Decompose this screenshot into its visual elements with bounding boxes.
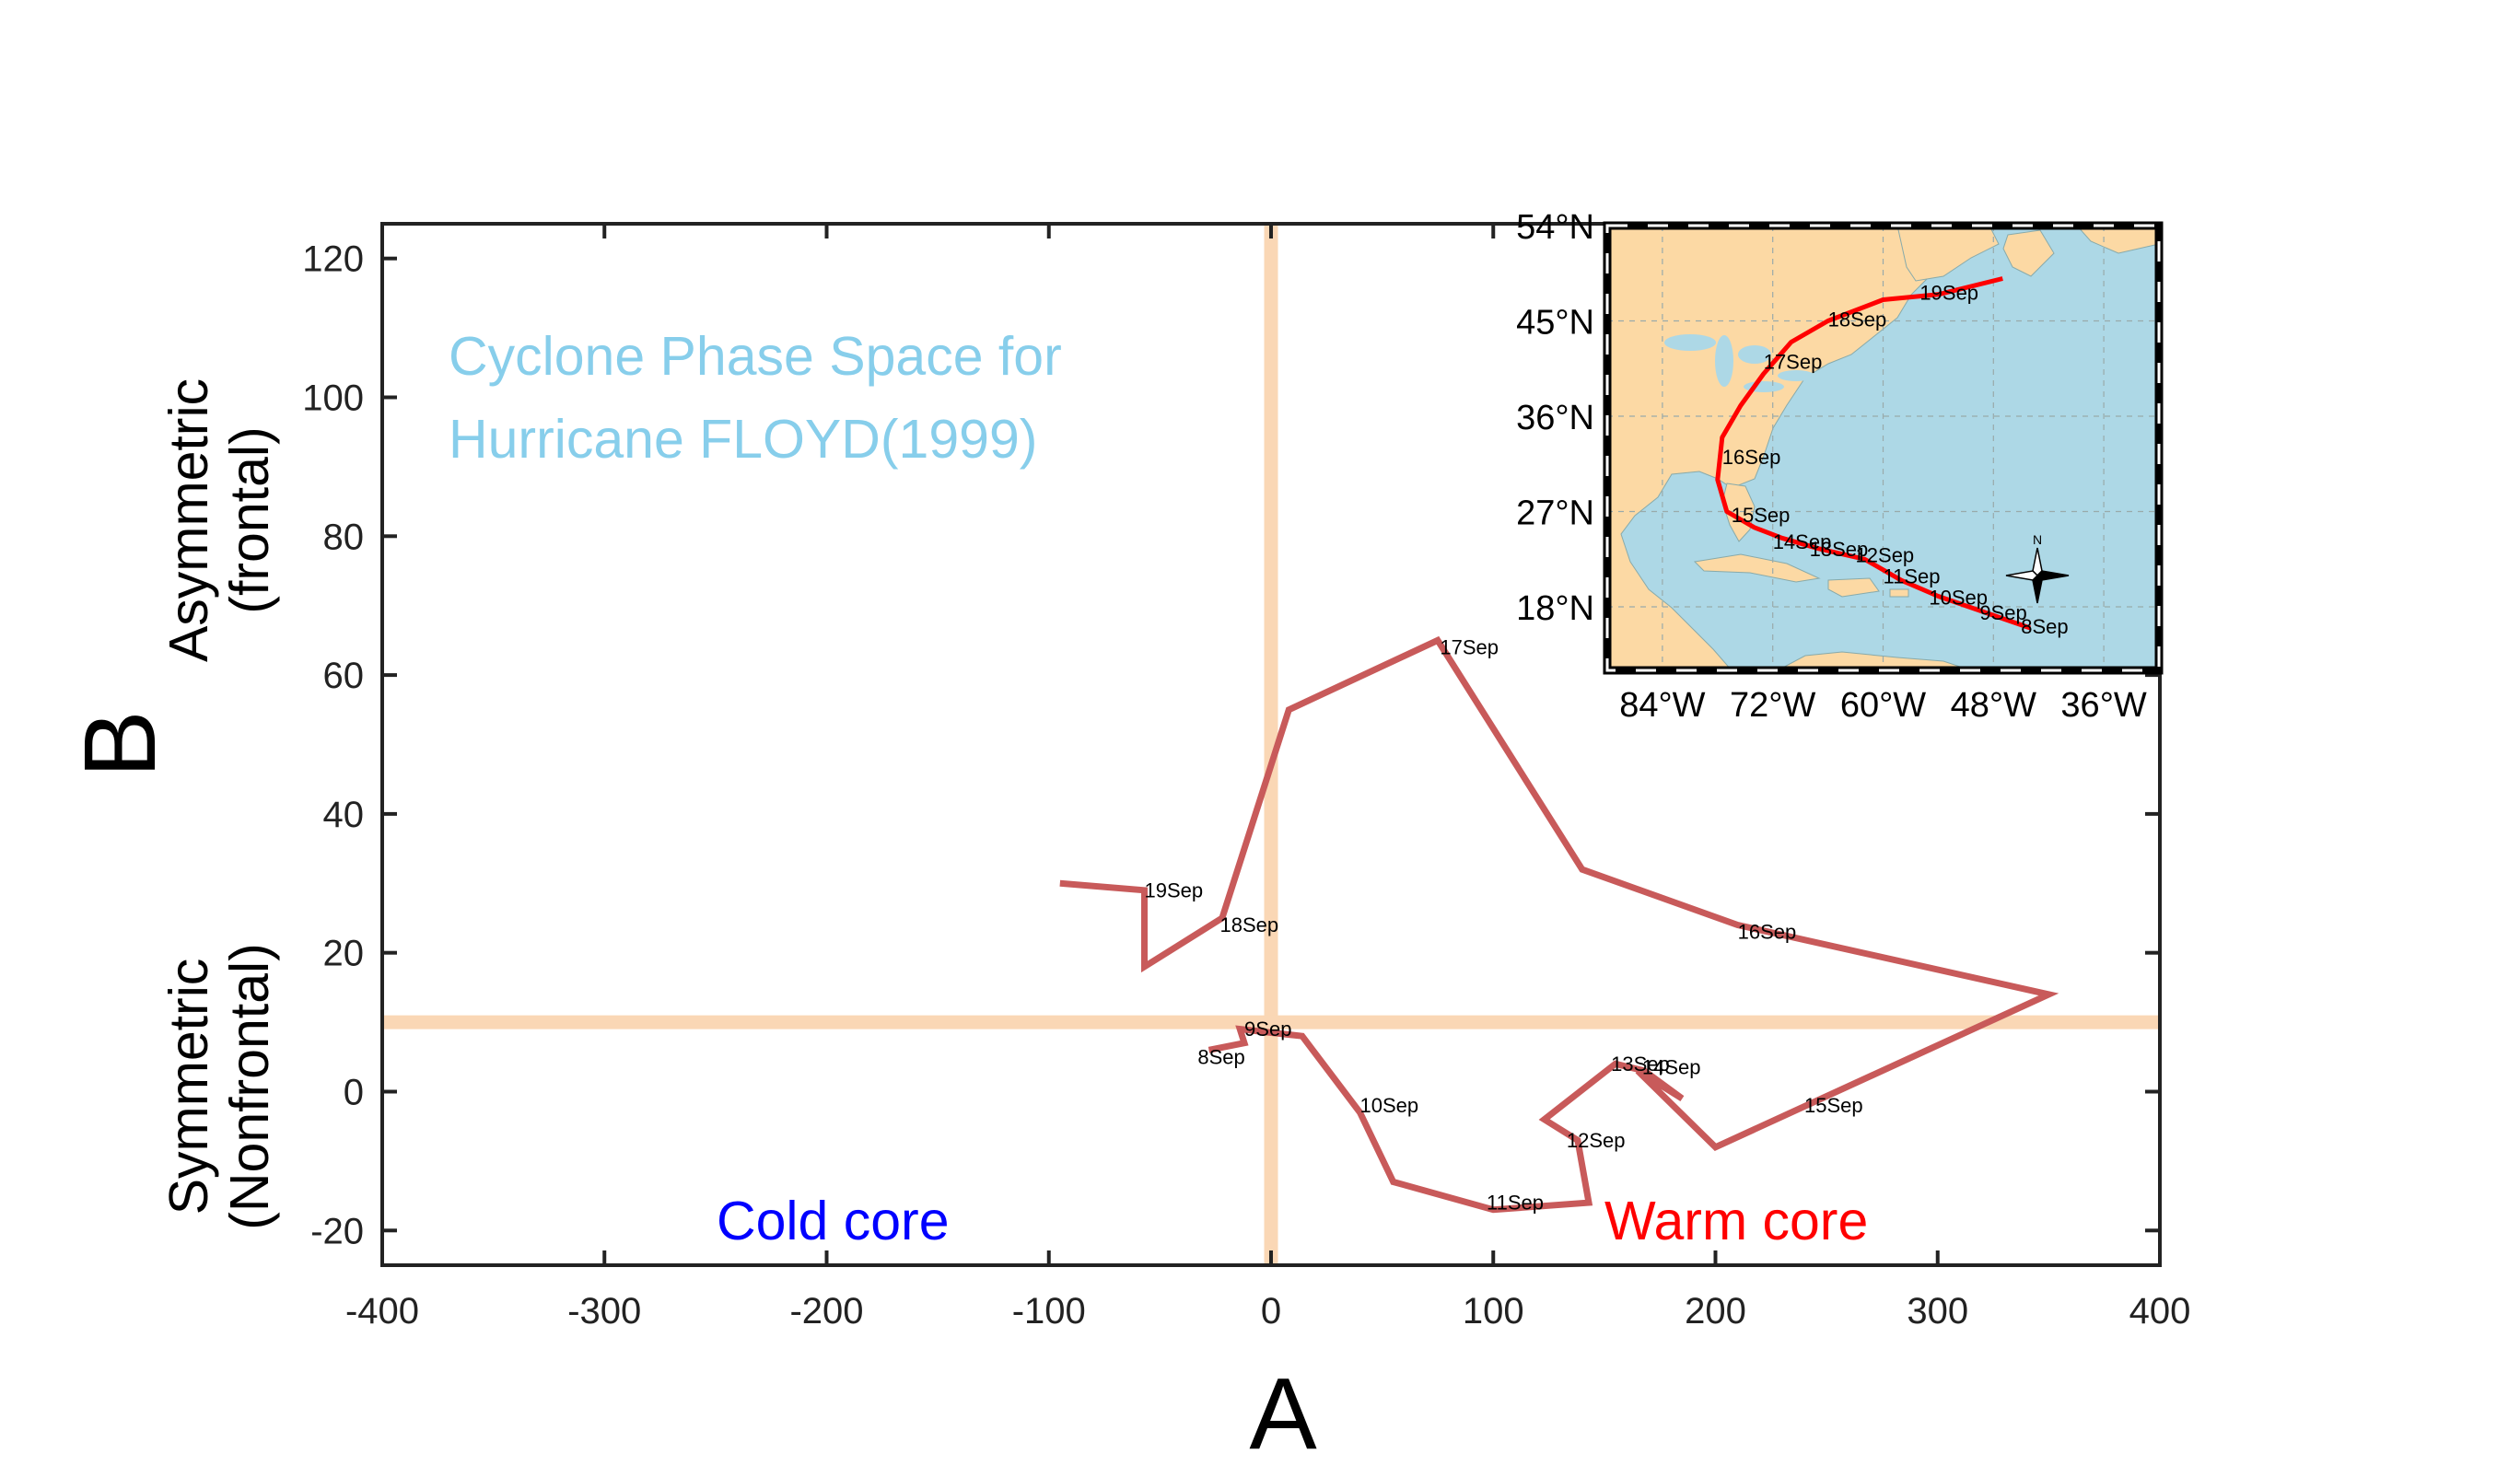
map-date-annotation: 14Sep: [1773, 530, 1832, 553]
date-annotation: 15Sep: [1804, 1094, 1863, 1117]
y-tick-label: 80: [323, 517, 365, 557]
x-tick-label: 200: [1685, 1291, 1746, 1332]
map-longitude-labels: 84°W 72°W 60°W 48°W 36°W: [1619, 686, 2147, 725]
x-tick-label: 300: [1907, 1291, 1968, 1332]
latitude-label: 27°N: [1516, 494, 1594, 533]
map-date-annotation: 19Sep: [1919, 282, 1978, 305]
longitude-label: 36°W: [2060, 686, 2146, 725]
x-tick-label: 400: [2129, 1291, 2191, 1332]
map-date-annotation: 16Sep: [1722, 446, 1781, 469]
map-date-annotation: 17Sep: [1764, 350, 1823, 373]
date-annotation: 9Sep: [1244, 1018, 1291, 1041]
date-annotation: 16Sep: [1738, 921, 1797, 944]
map-date-annotation: 10Sep: [1929, 587, 1988, 610]
y-tick-label: 20: [323, 934, 365, 974]
date-annotation: 8Sep: [1197, 1045, 1244, 1068]
chart-title-line: Cyclone Phase Space for: [449, 326, 1062, 387]
y-axis-label: B: [64, 710, 177, 777]
inset-track-map: 8Sep9Sep10Sep11Sep12Sep13Sep14Sep15Sep16…: [1516, 208, 2159, 725]
y-tick-label: 120: [302, 239, 364, 280]
cold-core-label: Cold core: [717, 1191, 950, 1251]
date-annotation: 18Sep: [1220, 913, 1279, 936]
y-tick-label: -20: [310, 1211, 364, 1251]
date-annotation: 12Sep: [1567, 1129, 1626, 1152]
date-annotation: 11Sep: [1487, 1192, 1544, 1215]
warm-core-label: Warm core: [1604, 1191, 1868, 1251]
date-annotation: 19Sep: [1144, 878, 1203, 901]
map-date-annotation: 15Sep: [1732, 504, 1791, 527]
date-annotation: 10Sep: [1360, 1094, 1419, 1117]
y-tick-label: 40: [323, 795, 365, 835]
y-axis-lower-label: Symmetric(Nonfrontal): [158, 943, 280, 1230]
x-tick-label: -300: [567, 1291, 641, 1332]
x-tick-label: 100: [1463, 1291, 1524, 1332]
date-annotation: 17Sep: [1440, 635, 1499, 658]
y-tick-label: 60: [323, 656, 365, 696]
y-axis-upper-label: Asymmetric(frontal): [158, 378, 280, 662]
longitude-label: 60°W: [1840, 686, 1926, 725]
x-tick-label: 0: [1261, 1291, 1281, 1332]
chart-title-line: Hurricane FLOYD(1999): [449, 409, 1037, 470]
y-sublabel-line: (Nonfrontal): [219, 943, 280, 1230]
date-annotation: 14Sep: [1642, 1056, 1701, 1079]
y-sublabel-line: Asymmetric: [158, 378, 219, 662]
y-sublabel-line: Symmetric: [158, 959, 219, 1215]
latitude-label: 54°N: [1516, 208, 1594, 247]
map-date-annotation: 11Sep: [1884, 565, 1941, 588]
longitude-label: 84°W: [1619, 686, 1705, 725]
y-sublabel-line: (frontal): [219, 426, 280, 613]
compass-north-label: N: [2033, 532, 2042, 547]
latitude-label: 18°N: [1516, 589, 1594, 628]
x-tick-label: -100: [1012, 1291, 1086, 1332]
longitude-label: 48°W: [1951, 686, 2036, 725]
map-date-annotation: 8Sep: [2021, 615, 2068, 638]
land-puerto-rico: [1890, 589, 1908, 597]
longitude-label: 72°W: [1730, 686, 1815, 725]
x-tick-label: -400: [345, 1291, 419, 1332]
latitude-label: 45°N: [1516, 304, 1594, 343]
latitude-label: 36°N: [1516, 399, 1594, 437]
y-tick-label: 100: [302, 378, 364, 419]
y-tick-label: 0: [344, 1073, 364, 1113]
x-tick-label: -200: [789, 1291, 863, 1332]
map-date-annotation: 18Sep: [1828, 308, 1887, 331]
x-axis-label: A: [1249, 1357, 1317, 1471]
